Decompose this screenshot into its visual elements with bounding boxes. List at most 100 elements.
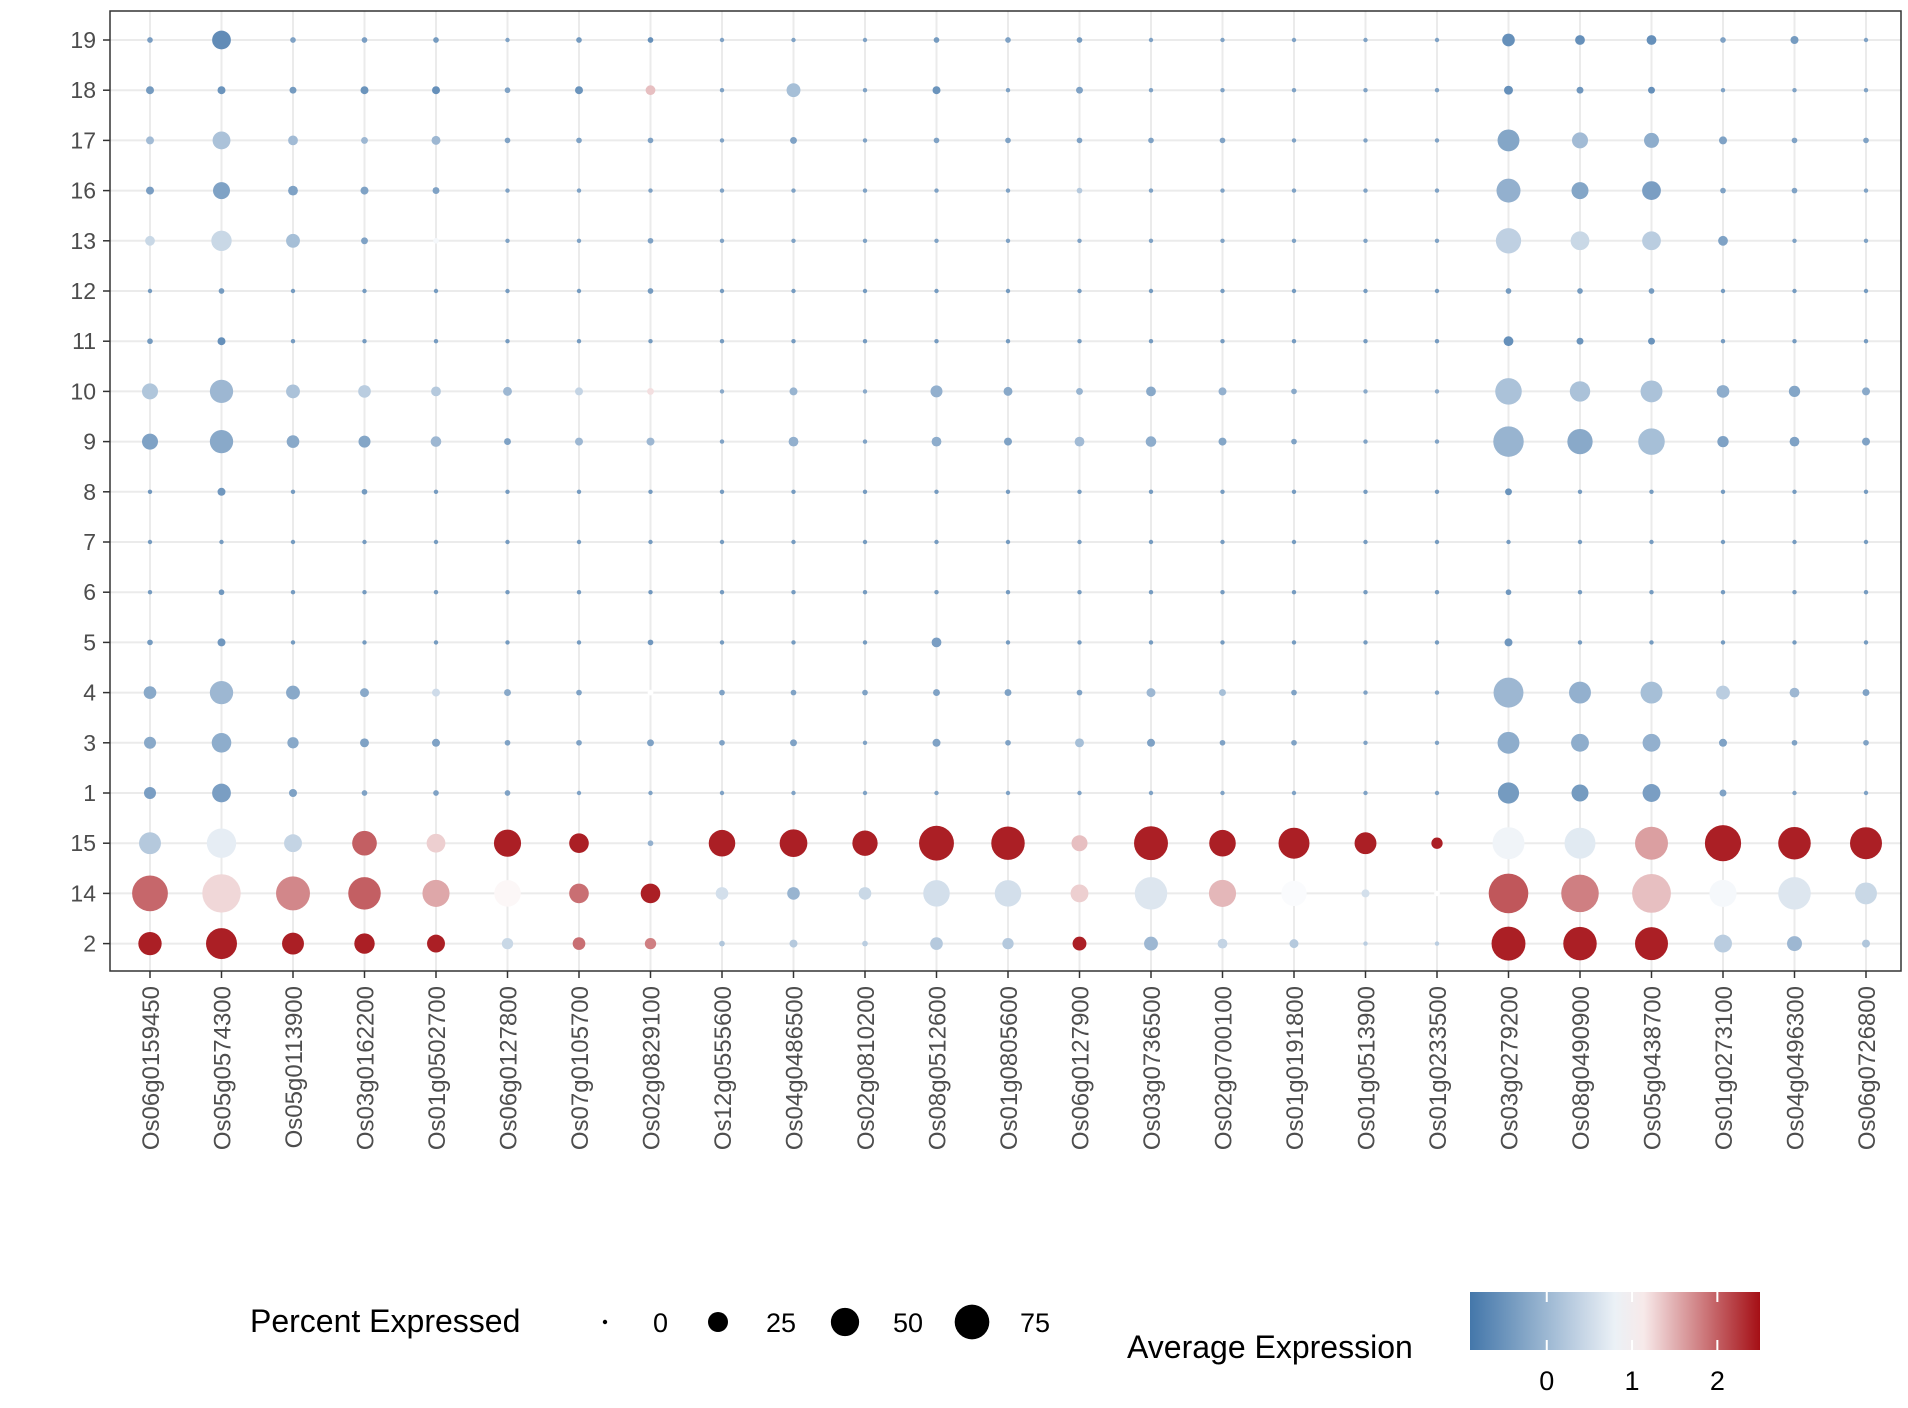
dot-Os04g0496300-cluster-16 bbox=[1791, 187, 1798, 194]
dot-Os03g0279200-cluster-4 bbox=[1493, 677, 1524, 708]
dot-Os02g0810200-cluster-6 bbox=[862, 590, 868, 595]
dot-Os06g0159450-cluster-1 bbox=[144, 787, 156, 799]
dot-Os03g0162200-cluster-10 bbox=[358, 385, 371, 398]
dot-Os03g0279200-cluster-9 bbox=[1493, 426, 1524, 457]
dot-Os08g0490900-cluster-2 bbox=[1563, 926, 1597, 961]
dot-Os02g0700100-cluster-13 bbox=[1220, 238, 1225, 243]
dot-Os06g0127800-cluster-5 bbox=[505, 640, 510, 645]
color-legend-label: 0 bbox=[1539, 1366, 1554, 1396]
y-tick-label: 18 bbox=[70, 77, 96, 103]
dot-Os03g0279200-cluster-16 bbox=[1496, 178, 1521, 203]
dot-Os04g0486500-cluster-8 bbox=[791, 489, 796, 494]
dot-Os01g0502700-cluster-3 bbox=[432, 738, 440, 747]
dot-Os01g0513900-cluster-9 bbox=[1363, 439, 1368, 444]
dot-Os03g0279200-cluster-2 bbox=[1491, 926, 1526, 961]
dot-Os06g0159450-cluster-12 bbox=[147, 288, 153, 294]
dot-Os08g0512600-cluster-10 bbox=[930, 385, 943, 398]
size-legend-label: 75 bbox=[1020, 1308, 1050, 1338]
dot-Os08g0512600-cluster-19 bbox=[933, 37, 940, 43]
dot-Os03g0162200-cluster-8 bbox=[361, 488, 368, 495]
dot-Os06g0726800-cluster-1 bbox=[1863, 790, 1869, 796]
dot-Os05g0574300-cluster-11 bbox=[217, 337, 226, 346]
dot-Os02g0829100-cluster-9 bbox=[646, 437, 655, 446]
dot-Os06g0127800-cluster-19 bbox=[505, 37, 510, 43]
dot-Os01g0233500-cluster-2 bbox=[1434, 941, 1440, 946]
dot-Os03g0162200-cluster-3 bbox=[360, 738, 369, 748]
dot-Os06g0127800-cluster-12 bbox=[505, 288, 510, 294]
dot-Os05g0438700-cluster-13 bbox=[1642, 231, 1661, 251]
size-legend-dot bbox=[954, 1304, 990, 1340]
x-tick-label: Os03g0736500 bbox=[1139, 986, 1166, 1150]
dot-Os06g0159450-cluster-3 bbox=[144, 736, 156, 749]
dot-Os06g0127800-cluster-16 bbox=[505, 188, 510, 193]
dot-Os03g0162200-cluster-7 bbox=[362, 539, 367, 545]
dot-Os01g0233500-cluster-7 bbox=[1434, 539, 1440, 545]
dot-Os08g0490900-cluster-15 bbox=[1564, 827, 1596, 859]
dot-Os01g0805600-cluster-15 bbox=[991, 826, 1025, 860]
color-legend-title: Average Expression bbox=[1127, 1329, 1413, 1365]
dot-Os08g0490900-cluster-3 bbox=[1571, 733, 1589, 752]
dot-Os01g0233500-cluster-13 bbox=[1434, 238, 1440, 243]
dot-Os01g0191800-cluster-15 bbox=[1278, 827, 1310, 859]
dot-Os12g0555600-cluster-8 bbox=[719, 489, 725, 494]
dot-Os02g0810200-cluster-3 bbox=[862, 740, 868, 745]
dot-Os04g0496300-cluster-10 bbox=[1788, 385, 1801, 398]
dot-Os04g0496300-cluster-14 bbox=[1778, 877, 1811, 910]
dot-Os03g0279200-cluster-14 bbox=[1488, 873, 1529, 914]
x-tick-label: Os05g0113900 bbox=[281, 986, 308, 1148]
dot-Os05g0438700-cluster-9 bbox=[1638, 428, 1665, 455]
y-tick-label: 3 bbox=[83, 730, 96, 756]
dot-Os08g0512600-cluster-7 bbox=[934, 539, 939, 545]
dot-Os06g0159450-cluster-5 bbox=[147, 639, 153, 646]
dot-Os05g0574300-cluster-1 bbox=[212, 783, 231, 803]
dot-Os06g0726800-cluster-15 bbox=[1850, 827, 1882, 860]
dot-Os04g0496300-cluster-8 bbox=[1792, 489, 1797, 494]
dot-Os01g0513900-cluster-16 bbox=[1363, 188, 1368, 193]
dot-Os04g0486500-cluster-4 bbox=[790, 689, 797, 696]
dot-Os04g0496300-cluster-5 bbox=[1792, 640, 1797, 645]
dot-Os04g0496300-cluster-12 bbox=[1792, 288, 1797, 294]
dot-Os01g0273100-cluster-9 bbox=[1717, 435, 1729, 448]
dot-Os01g0191800-cluster-18 bbox=[1291, 88, 1297, 93]
dot-Os03g0162200-cluster-16 bbox=[360, 186, 369, 195]
dot-Os01g0502700-cluster-15 bbox=[426, 833, 446, 853]
dot-Os08g0490900-cluster-18 bbox=[1576, 86, 1584, 94]
dot-Os03g0279200-cluster-15 bbox=[1492, 827, 1525, 860]
dot-Os02g0700100-cluster-8 bbox=[1220, 489, 1225, 494]
dot-Os01g0191800-cluster-5 bbox=[1291, 640, 1297, 645]
dot-Os08g0490900-cluster-7 bbox=[1577, 539, 1583, 545]
dot-Os05g0438700-cluster-14 bbox=[1632, 874, 1671, 913]
dot-Os08g0512600-cluster-13 bbox=[934, 238, 939, 243]
dot-Os01g0513900-cluster-15 bbox=[1354, 832, 1377, 855]
dot-Os01g0273100-cluster-10 bbox=[1716, 385, 1730, 398]
y-tick-label: 17 bbox=[70, 127, 96, 153]
dot-Os06g0127800-cluster-13 bbox=[505, 238, 510, 243]
dot-Os01g0805600-cluster-7 bbox=[1005, 539, 1011, 545]
dot-Os04g0496300-cluster-3 bbox=[1791, 739, 1798, 746]
dot-Os01g0502700-cluster-14 bbox=[422, 879, 450, 907]
dot-Os01g0805600-cluster-19 bbox=[1005, 37, 1011, 43]
x-tick-label: Os08g0490900 bbox=[1568, 986, 1595, 1150]
dot-Os05g0438700-cluster-7 bbox=[1649, 539, 1654, 545]
dot-Os01g0502700-cluster-12 bbox=[433, 288, 439, 294]
dot-Os07g0105700-cluster-6 bbox=[576, 590, 582, 595]
dot-Os02g0829100-cluster-7 bbox=[648, 539, 653, 545]
dot-Os06g0127900-cluster-5 bbox=[1077, 640, 1082, 645]
y-tick-label: 14 bbox=[70, 880, 96, 906]
dot-Os01g0273100-cluster-4 bbox=[1716, 685, 1730, 700]
dot-Os12g0555600-cluster-2 bbox=[719, 940, 725, 947]
dot-Os02g0829100-cluster-11 bbox=[648, 339, 653, 344]
dot-Os04g0486500-cluster-13 bbox=[791, 238, 796, 243]
color-legend-bar bbox=[1470, 1292, 1760, 1350]
dot-Os02g0829100-cluster-16 bbox=[648, 188, 653, 193]
dot-Os01g0502700-cluster-4 bbox=[432, 688, 440, 697]
dot-Os06g0127900-cluster-1 bbox=[1077, 790, 1082, 796]
dot-Os06g0127800-cluster-10 bbox=[503, 386, 512, 396]
dot-Os02g0829100-cluster-18 bbox=[645, 85, 656, 96]
dot-Os03g0736500-cluster-11 bbox=[1148, 339, 1154, 344]
dot-Os01g0513900-cluster-4 bbox=[1363, 690, 1368, 695]
dot-Os08g0490900-cluster-19 bbox=[1575, 35, 1585, 45]
dot-Os06g0127900-cluster-19 bbox=[1076, 37, 1083, 43]
dot-Os03g0736500-cluster-4 bbox=[1146, 688, 1156, 698]
dot-Os07g0105700-cluster-12 bbox=[576, 288, 582, 294]
